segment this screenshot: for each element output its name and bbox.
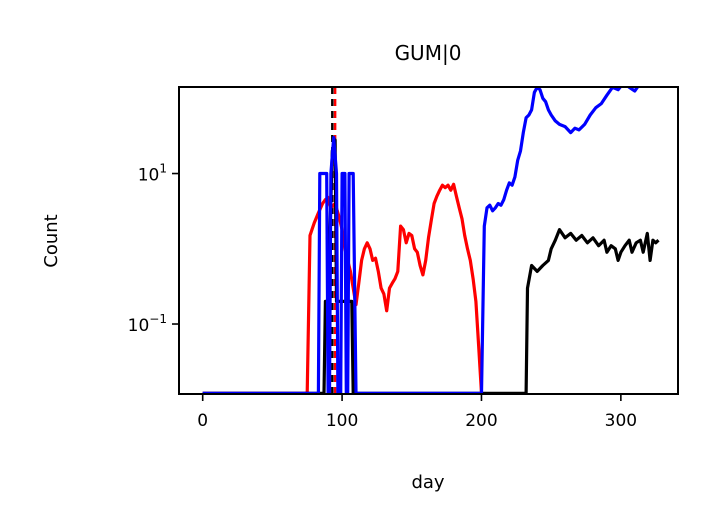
series-line-3 xyxy=(202,87,640,394)
x-tick-label: 300 xyxy=(605,411,637,431)
x-tick-label: 100 xyxy=(326,411,358,431)
y-axis-ticks: 101 10−1 xyxy=(128,162,179,336)
plot-content xyxy=(202,87,660,394)
series-line-2 xyxy=(202,138,660,394)
plot-frame xyxy=(178,86,679,395)
y-tick-label: 101 xyxy=(138,162,167,186)
series-line-1 xyxy=(202,182,484,394)
x-axis-ticks: 0 100 200 300 xyxy=(197,394,637,431)
x-tick-label: 0 xyxy=(197,411,208,431)
chart-title: GUM|0 xyxy=(395,41,462,65)
x-axis-label: day xyxy=(411,472,444,493)
y-axis-label: Count xyxy=(41,214,62,267)
x-tick-label: 200 xyxy=(465,411,497,431)
y-tick-label: 10−1 xyxy=(128,312,167,336)
